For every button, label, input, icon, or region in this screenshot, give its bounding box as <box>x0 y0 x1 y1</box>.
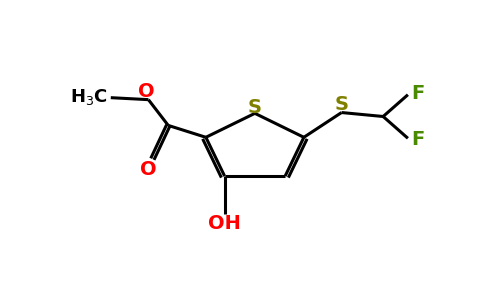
Text: OH: OH <box>208 214 241 233</box>
Text: F: F <box>411 130 424 149</box>
Text: O: O <box>140 160 157 178</box>
Text: F: F <box>411 84 424 103</box>
Text: S: S <box>248 98 262 117</box>
Text: O: O <box>138 82 155 101</box>
Text: H$_3$C: H$_3$C <box>70 87 108 107</box>
Text: S: S <box>334 95 348 114</box>
